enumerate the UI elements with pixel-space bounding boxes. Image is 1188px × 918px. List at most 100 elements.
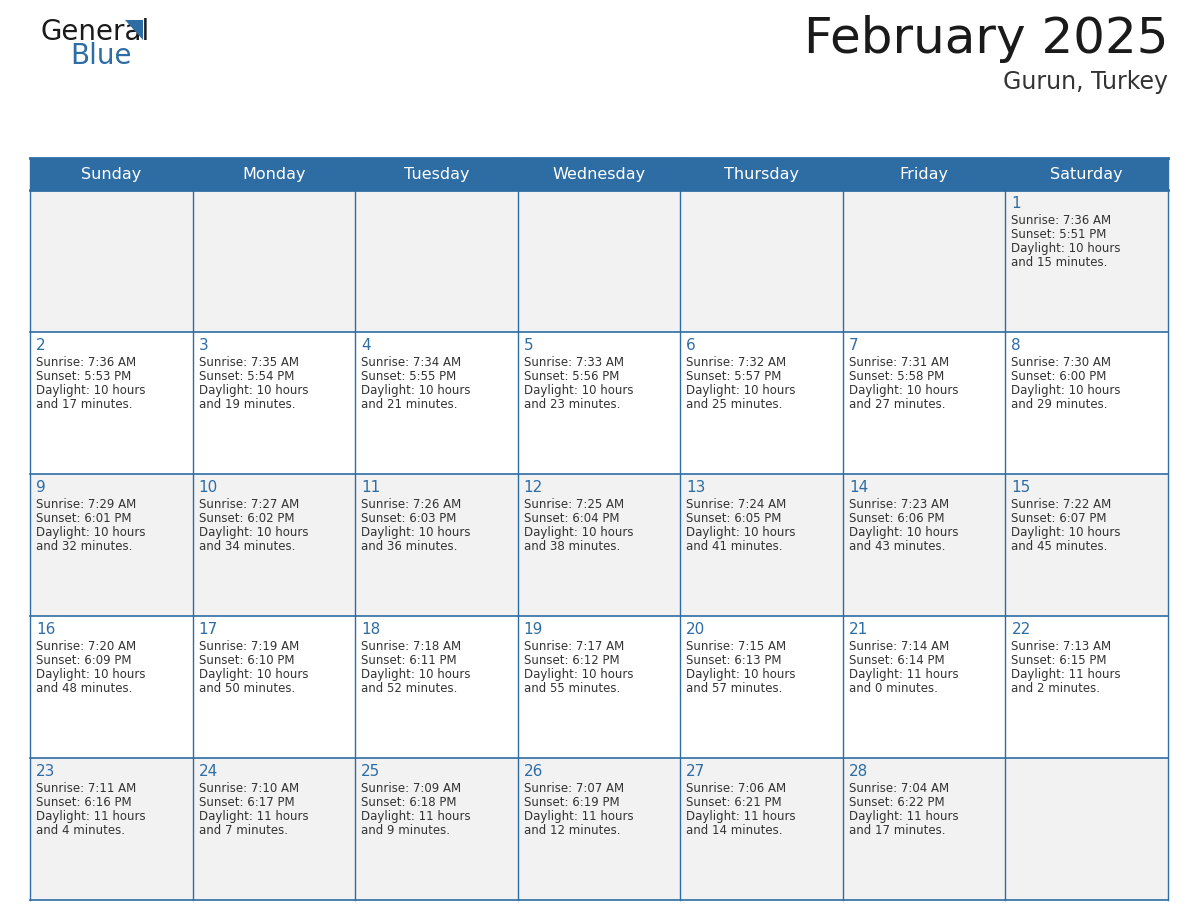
Text: and 14 minutes.: and 14 minutes. bbox=[687, 824, 783, 837]
Text: 19: 19 bbox=[524, 622, 543, 637]
Text: Daylight: 10 hours: Daylight: 10 hours bbox=[687, 668, 796, 681]
Text: Sunrise: 7:15 AM: Sunrise: 7:15 AM bbox=[687, 640, 786, 653]
Text: Sunset: 5:56 PM: Sunset: 5:56 PM bbox=[524, 370, 619, 383]
Text: Sunrise: 7:10 AM: Sunrise: 7:10 AM bbox=[198, 782, 298, 795]
Text: Sunrise: 7:30 AM: Sunrise: 7:30 AM bbox=[1011, 356, 1112, 369]
Text: Daylight: 11 hours: Daylight: 11 hours bbox=[849, 810, 959, 823]
Text: Sunset: 6:18 PM: Sunset: 6:18 PM bbox=[361, 796, 456, 809]
Text: and 27 minutes.: and 27 minutes. bbox=[849, 398, 946, 411]
Text: 10: 10 bbox=[198, 480, 217, 495]
Text: Daylight: 10 hours: Daylight: 10 hours bbox=[849, 384, 959, 397]
Text: 9: 9 bbox=[36, 480, 46, 495]
Text: Sunrise: 7:33 AM: Sunrise: 7:33 AM bbox=[524, 356, 624, 369]
Text: Blue: Blue bbox=[70, 42, 132, 70]
Text: Daylight: 10 hours: Daylight: 10 hours bbox=[198, 384, 308, 397]
Text: and 41 minutes.: and 41 minutes. bbox=[687, 540, 783, 553]
Text: 4: 4 bbox=[361, 338, 371, 353]
Text: Sunrise: 7:17 AM: Sunrise: 7:17 AM bbox=[524, 640, 624, 653]
Text: Sunrise: 7:11 AM: Sunrise: 7:11 AM bbox=[36, 782, 137, 795]
Text: Sunset: 6:17 PM: Sunset: 6:17 PM bbox=[198, 796, 295, 809]
Text: Sunset: 6:15 PM: Sunset: 6:15 PM bbox=[1011, 654, 1107, 667]
Text: Daylight: 10 hours: Daylight: 10 hours bbox=[849, 526, 959, 539]
Text: Sunrise: 7:06 AM: Sunrise: 7:06 AM bbox=[687, 782, 786, 795]
Text: Daylight: 10 hours: Daylight: 10 hours bbox=[687, 384, 796, 397]
Text: Sunset: 6:09 PM: Sunset: 6:09 PM bbox=[36, 654, 132, 667]
Text: Sunset: 6:02 PM: Sunset: 6:02 PM bbox=[198, 512, 295, 525]
Text: and 2 minutes.: and 2 minutes. bbox=[1011, 682, 1100, 695]
Text: 16: 16 bbox=[36, 622, 56, 637]
Text: Daylight: 10 hours: Daylight: 10 hours bbox=[198, 668, 308, 681]
Text: Sunset: 6:11 PM: Sunset: 6:11 PM bbox=[361, 654, 456, 667]
Text: and 57 minutes.: and 57 minutes. bbox=[687, 682, 783, 695]
Text: Sunset: 6:05 PM: Sunset: 6:05 PM bbox=[687, 512, 782, 525]
Text: Sunrise: 7:18 AM: Sunrise: 7:18 AM bbox=[361, 640, 461, 653]
Text: Thursday: Thursday bbox=[723, 166, 800, 182]
Text: and 12 minutes.: and 12 minutes. bbox=[524, 824, 620, 837]
Text: 17: 17 bbox=[198, 622, 217, 637]
Text: Sunrise: 7:32 AM: Sunrise: 7:32 AM bbox=[687, 356, 786, 369]
Text: General: General bbox=[40, 18, 150, 46]
Text: and 55 minutes.: and 55 minutes. bbox=[524, 682, 620, 695]
Text: Sunrise: 7:35 AM: Sunrise: 7:35 AM bbox=[198, 356, 298, 369]
Text: and 32 minutes.: and 32 minutes. bbox=[36, 540, 132, 553]
Text: 11: 11 bbox=[361, 480, 380, 495]
Text: Sunrise: 7:13 AM: Sunrise: 7:13 AM bbox=[1011, 640, 1112, 653]
Text: 3: 3 bbox=[198, 338, 208, 353]
Text: Tuesday: Tuesday bbox=[404, 166, 469, 182]
Text: Sunrise: 7:09 AM: Sunrise: 7:09 AM bbox=[361, 782, 461, 795]
Text: Daylight: 10 hours: Daylight: 10 hours bbox=[1011, 242, 1121, 255]
Text: Sunrise: 7:24 AM: Sunrise: 7:24 AM bbox=[687, 498, 786, 511]
Text: Sunrise: 7:19 AM: Sunrise: 7:19 AM bbox=[198, 640, 299, 653]
Text: 23: 23 bbox=[36, 764, 56, 779]
Bar bbox=[30, 332, 1168, 474]
Text: Daylight: 10 hours: Daylight: 10 hours bbox=[361, 526, 470, 539]
Bar bbox=[30, 616, 1168, 758]
Text: Sunset: 5:53 PM: Sunset: 5:53 PM bbox=[36, 370, 131, 383]
Text: Sunrise: 7:36 AM: Sunrise: 7:36 AM bbox=[1011, 214, 1112, 227]
Text: 25: 25 bbox=[361, 764, 380, 779]
Text: Sunrise: 7:22 AM: Sunrise: 7:22 AM bbox=[1011, 498, 1112, 511]
Text: Sunset: 6:14 PM: Sunset: 6:14 PM bbox=[849, 654, 944, 667]
Text: and 52 minutes.: and 52 minutes. bbox=[361, 682, 457, 695]
Text: February 2025: February 2025 bbox=[803, 15, 1168, 63]
Text: 21: 21 bbox=[849, 622, 868, 637]
Text: Sunset: 6:12 PM: Sunset: 6:12 PM bbox=[524, 654, 619, 667]
Text: Daylight: 10 hours: Daylight: 10 hours bbox=[524, 384, 633, 397]
Text: Sunset: 6:10 PM: Sunset: 6:10 PM bbox=[198, 654, 295, 667]
Text: and 23 minutes.: and 23 minutes. bbox=[524, 398, 620, 411]
Text: 8: 8 bbox=[1011, 338, 1020, 353]
Text: Sunrise: 7:31 AM: Sunrise: 7:31 AM bbox=[849, 356, 949, 369]
Bar bbox=[30, 190, 1168, 332]
Text: Daylight: 10 hours: Daylight: 10 hours bbox=[36, 384, 145, 397]
Text: 26: 26 bbox=[524, 764, 543, 779]
Text: and 29 minutes.: and 29 minutes. bbox=[1011, 398, 1108, 411]
Text: Daylight: 10 hours: Daylight: 10 hours bbox=[361, 668, 470, 681]
Text: Sunrise: 7:36 AM: Sunrise: 7:36 AM bbox=[36, 356, 137, 369]
Text: Sunrise: 7:29 AM: Sunrise: 7:29 AM bbox=[36, 498, 137, 511]
Text: 28: 28 bbox=[849, 764, 868, 779]
Text: Sunrise: 7:25 AM: Sunrise: 7:25 AM bbox=[524, 498, 624, 511]
Text: Sunrise: 7:04 AM: Sunrise: 7:04 AM bbox=[849, 782, 949, 795]
Text: Sunset: 6:01 PM: Sunset: 6:01 PM bbox=[36, 512, 132, 525]
Text: Daylight: 10 hours: Daylight: 10 hours bbox=[1011, 526, 1121, 539]
Text: and 0 minutes.: and 0 minutes. bbox=[849, 682, 937, 695]
Text: and 21 minutes.: and 21 minutes. bbox=[361, 398, 457, 411]
Text: Sunset: 5:55 PM: Sunset: 5:55 PM bbox=[361, 370, 456, 383]
Text: Sunset: 6:00 PM: Sunset: 6:00 PM bbox=[1011, 370, 1107, 383]
Text: Daylight: 11 hours: Daylight: 11 hours bbox=[1011, 668, 1121, 681]
Text: Friday: Friday bbox=[899, 166, 949, 182]
Text: 18: 18 bbox=[361, 622, 380, 637]
Text: Daylight: 11 hours: Daylight: 11 hours bbox=[361, 810, 470, 823]
Text: and 45 minutes.: and 45 minutes. bbox=[1011, 540, 1107, 553]
Text: and 50 minutes.: and 50 minutes. bbox=[198, 682, 295, 695]
Text: and 25 minutes.: and 25 minutes. bbox=[687, 398, 783, 411]
Text: Sunset: 6:13 PM: Sunset: 6:13 PM bbox=[687, 654, 782, 667]
Text: Daylight: 11 hours: Daylight: 11 hours bbox=[849, 668, 959, 681]
Text: and 7 minutes.: and 7 minutes. bbox=[198, 824, 287, 837]
Text: 15: 15 bbox=[1011, 480, 1031, 495]
Text: Sunset: 6:04 PM: Sunset: 6:04 PM bbox=[524, 512, 619, 525]
Text: 6: 6 bbox=[687, 338, 696, 353]
Text: Daylight: 10 hours: Daylight: 10 hours bbox=[198, 526, 308, 539]
Text: Sunrise: 7:26 AM: Sunrise: 7:26 AM bbox=[361, 498, 461, 511]
Text: Daylight: 10 hours: Daylight: 10 hours bbox=[1011, 384, 1121, 397]
